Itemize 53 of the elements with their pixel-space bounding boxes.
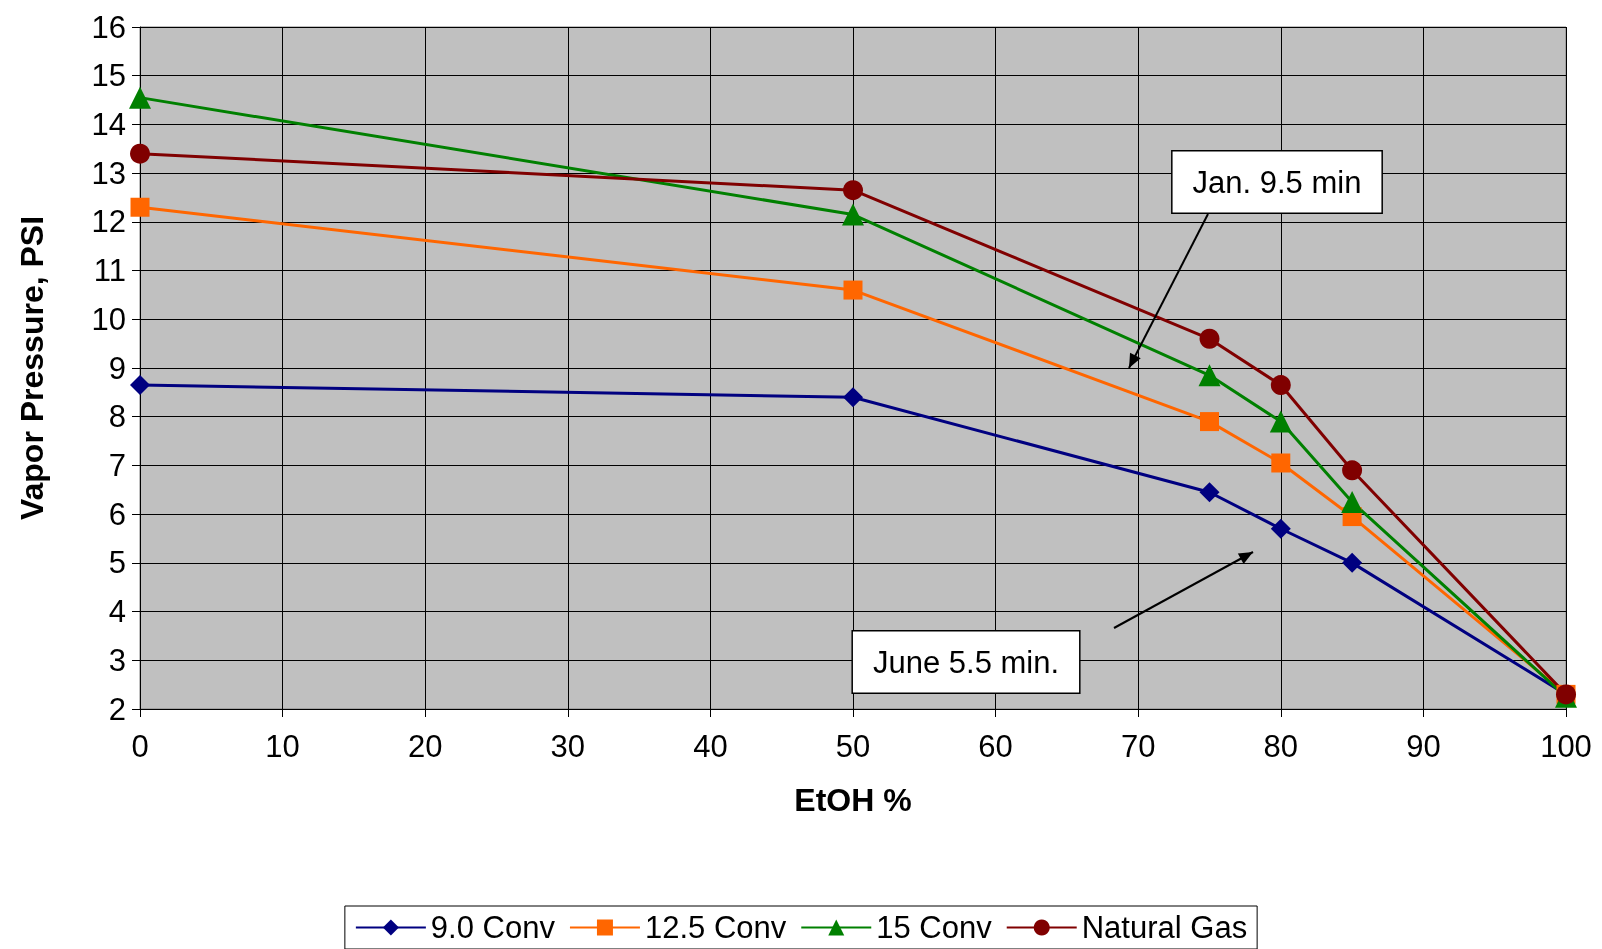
y-tick-label: 5 [108,545,126,581]
y-tick-label: 11 [93,253,126,289]
point [1341,490,1364,513]
x-tick-label: 60 [978,729,1013,764]
point [1270,518,1291,539]
y-tick-label: 12 [91,204,126,240]
x-tick-label: 20 [407,729,443,764]
x-tick-label: 10 [265,729,300,764]
point [843,180,863,201]
y-tick-label: 8 [108,399,126,435]
x-axis-title: EtOH % [794,782,912,818]
point [1199,482,1220,503]
annotation: June 5.5 min. [872,644,1060,680]
legend-label: 9.0 Conv [430,910,556,945]
y-tick-label: 14 [91,106,126,142]
point [843,387,863,408]
point [1269,410,1292,433]
point [1200,412,1219,432]
x-tick-label: 40 [693,729,728,764]
y-tick-label: 16 [91,9,126,45]
y-tick-label: 2 [108,691,126,727]
point [1270,375,1291,396]
point [130,143,150,164]
annotation: Jan. 9.5 min [1192,164,1362,200]
x-tick-label: 90 [1406,729,1441,764]
point [843,280,863,300]
y-tick-label: 13 [91,155,126,191]
y-tick-label: 7 [108,447,126,483]
point [1342,460,1363,481]
point [129,86,151,109]
x-tick-label: 0 [131,729,149,764]
point [1342,552,1363,573]
point [842,203,864,226]
y-axis-title: Vapor Pressure, PSI [14,215,50,521]
x-tick-label: 80 [1263,729,1299,764]
y-tick-label: 6 [108,496,126,532]
legend-label: 15 Conv [876,910,993,945]
y-tick-label: 3 [108,642,126,678]
y-tick-label: 15 [91,58,126,94]
legend-label: 12.5 Conv [644,910,787,945]
x-tick-label: 30 [550,729,586,764]
y-tick-label: 4 [108,594,126,630]
point [1271,453,1291,473]
point [1198,364,1221,387]
legend-label: Natural Gas [1081,910,1248,945]
y-tick-label: 10 [91,301,126,337]
point [130,197,150,217]
y-tick-label: 9 [108,350,126,386]
point [130,375,150,396]
x-tick-label: 100 [1540,729,1592,764]
point [1199,328,1220,349]
x-tick-label: 50 [835,729,871,764]
x-tick-label: 70 [1120,729,1156,764]
